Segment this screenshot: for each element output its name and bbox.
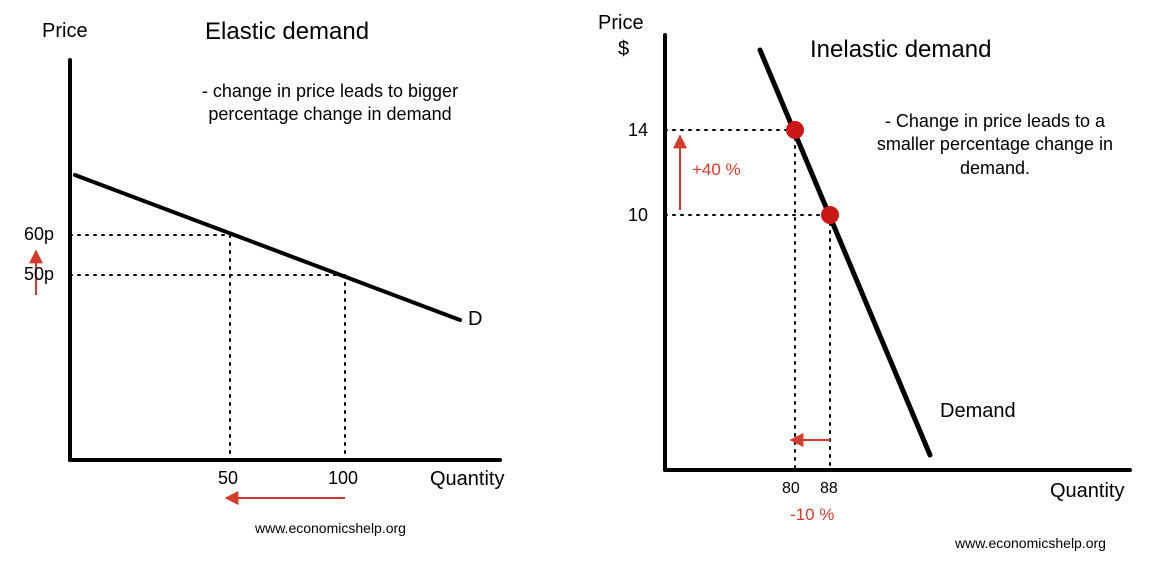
left-title: Elastic demand	[205, 18, 369, 46]
right-y-axis-label-2: $	[618, 38, 629, 61]
right-curve-label: Demand	[940, 400, 1016, 423]
right-ytick-10: 10	[628, 205, 648, 226]
left-xtick-50: 50	[218, 468, 238, 489]
right-xtick-88: 88	[820, 480, 838, 498]
chart-svg	[0, 0, 1170, 563]
right-qty-pct: -10 %	[790, 505, 834, 525]
right-y-axis-label-1: Price	[598, 12, 644, 35]
left-credit: www.economicshelp.org	[255, 520, 406, 536]
left-xtick-100: 100	[328, 468, 358, 489]
left-ytick-60p: 60p	[24, 224, 54, 245]
left-y-axis-label: Price	[42, 20, 88, 43]
right-xtick-80: 80	[782, 480, 800, 498]
left-curve-label: D	[468, 308, 482, 331]
right-x-axis-label: Quantity	[1050, 480, 1124, 503]
left-ytick-50p: 50p	[24, 264, 54, 285]
right-title: Inelastic demand	[810, 36, 991, 64]
right-subtitle: - Change in price leads to a smaller per…	[865, 110, 1125, 180]
left-subtitle: - change in price leads to bigger percen…	[190, 80, 470, 127]
right-ytick-14: 14	[628, 120, 648, 141]
right-credit: www.economicshelp.org	[955, 535, 1106, 551]
right-price-pct: +40 %	[692, 160, 741, 180]
left-x-axis-label: Quantity	[430, 468, 504, 491]
